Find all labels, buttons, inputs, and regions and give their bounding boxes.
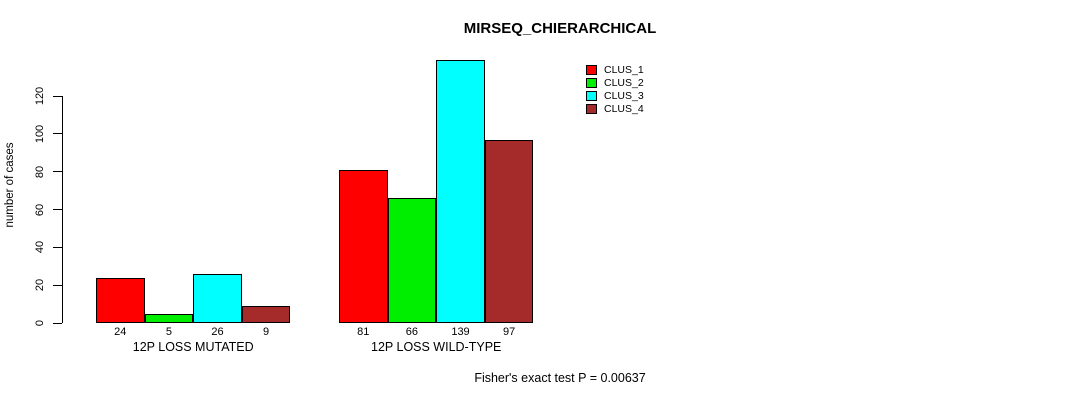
bar-value-label: 81 <box>357 326 370 338</box>
bar-value-label: 9 <box>263 326 270 338</box>
y-tick-label: 60 <box>34 203 46 216</box>
legend-item-clus_4: CLUS_4 <box>586 102 644 115</box>
y-tick-mark <box>53 209 62 210</box>
bar-clus_4-group2 <box>484 139 534 323</box>
bar-value-label: 26 <box>211 326 224 338</box>
legend-item-clus_1: CLUS_1 <box>586 63 644 76</box>
y-tick-label: 120 <box>34 86 46 106</box>
bar-clus_3-group2 <box>436 60 485 323</box>
bar-clus_2-group1 <box>144 313 194 323</box>
bar-clus_1-group2 <box>339 169 388 323</box>
y-tick-mark <box>53 95 62 97</box>
legend-swatch-icon <box>586 103 597 114</box>
bar-clus_3-group1 <box>193 273 242 323</box>
legend-label: CLUS_3 <box>604 89 644 102</box>
bar-value-label: 139 <box>451 326 470 338</box>
bar-clus_1-group1 <box>96 277 145 323</box>
bar-value-label: 66 <box>405 326 419 338</box>
y-tick-mark <box>53 246 62 248</box>
bar-clus_4-group1 <box>241 305 291 323</box>
legend-item-clus_2: CLUS_2 <box>586 76 644 89</box>
chart-title: MIRSEQ_CHIERARCHICAL <box>463 20 657 37</box>
legend-swatch-icon <box>586 77 597 88</box>
category-label: 12P LOSS WILD-TYPE <box>371 340 502 354</box>
legend-label: CLUS_1 <box>604 63 644 76</box>
y-tick-mark <box>53 322 62 324</box>
y-tick-mark <box>53 171 62 173</box>
y-tick-mark <box>53 133 62 135</box>
legend-label: CLUS_4 <box>604 102 644 115</box>
legend: CLUS_1 CLUS_2 CLUS_3 CLUS_4 <box>586 63 644 115</box>
y-axis-label: number of cases <box>4 142 16 228</box>
bar-value-label: 97 <box>502 326 516 338</box>
bar-value-label: 5 <box>165 326 172 338</box>
legend-swatch-icon <box>586 64 597 75</box>
y-tick-label: 100 <box>34 124 46 144</box>
legend-swatch-icon <box>586 90 597 101</box>
bar-value-label: 24 <box>114 326 127 338</box>
legend-item-clus_3: CLUS_3 <box>586 89 644 102</box>
bar-clus_2-group2 <box>387 198 437 323</box>
y-tick-mark <box>53 284 62 286</box>
y-tick-label: 40 <box>34 241 46 254</box>
fisher-test-annotation: Fisher's exact test P = 0.00637 <box>474 371 646 385</box>
category-label: 12P LOSS MUTATED <box>132 340 254 354</box>
y-tick-label: 20 <box>34 279 46 292</box>
y-tick-label: 0 <box>34 319 46 327</box>
y-axis-line <box>62 96 63 323</box>
legend-label: CLUS_2 <box>604 76 644 89</box>
y-tick-label: 80 <box>34 165 46 178</box>
